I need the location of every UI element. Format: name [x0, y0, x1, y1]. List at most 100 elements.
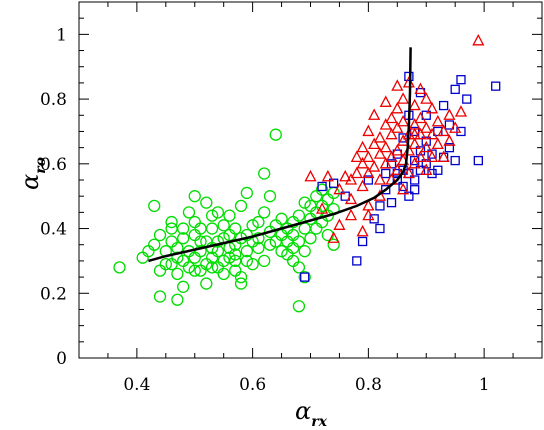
triangle-point	[431, 137, 444, 150]
circle-point	[275, 212, 288, 225]
circle-point	[286, 254, 300, 268]
triangle-point	[431, 114, 444, 127]
y-tick-label: 0.8	[40, 90, 67, 110]
circle-point	[298, 196, 311, 209]
triangle-point	[385, 127, 398, 140]
triangle-point	[344, 208, 358, 221]
circle-point	[205, 261, 219, 274]
triangle-point	[379, 95, 392, 107]
triangle-point	[443, 108, 456, 120]
x-axis-label-sub: rx	[311, 414, 327, 430]
square-point	[450, 84, 460, 95]
circle-point	[136, 251, 149, 264]
square-point	[404, 71, 414, 82]
triangle-point	[420, 92, 433, 104]
circle-point	[258, 206, 271, 219]
data-points	[113, 33, 501, 313]
circle-point	[286, 228, 300, 242]
triangle-point	[408, 127, 421, 140]
triangle-point	[443, 134, 456, 146]
circle-point	[263, 190, 277, 203]
square-point	[415, 146, 426, 156]
circle-point	[292, 261, 306, 274]
square-point	[328, 178, 339, 188]
circle-point	[240, 245, 253, 258]
square-point	[363, 175, 374, 185]
circle-point	[292, 209, 306, 222]
triangle-point	[437, 150, 450, 162]
circle-point	[153, 264, 167, 277]
square-point	[456, 75, 466, 85]
square-point	[410, 155, 420, 166]
circle-point	[188, 264, 201, 277]
triangle-point	[344, 173, 358, 185]
square-point	[386, 159, 397, 169]
triangle-point	[385, 150, 398, 162]
triangle-point	[356, 140, 369, 153]
triangle-point	[425, 127, 439, 140]
triangle-point	[414, 150, 427, 162]
triangle-point	[385, 111, 398, 124]
circle-point	[310, 222, 323, 235]
circle-point	[200, 196, 213, 209]
triangle-point	[350, 150, 363, 162]
square-point	[398, 181, 408, 192]
triangle-point	[327, 231, 340, 243]
circle-point	[182, 261, 196, 274]
circle-point	[246, 257, 259, 271]
square-point	[381, 185, 391, 195]
triangle-point	[414, 82, 427, 95]
triangle-point	[321, 169, 334, 182]
circle-point	[240, 186, 253, 200]
triangle-point	[425, 101, 439, 114]
circle-point	[292, 300, 306, 313]
y-axis-label: αro	[16, 157, 49, 190]
triangle-point	[373, 131, 387, 143]
y-tick-label: 1	[56, 25, 67, 45]
circle-point	[165, 222, 178, 235]
x-tick-label: 1	[479, 375, 490, 395]
x-tick-label: 0.8	[355, 375, 382, 395]
circle-point	[229, 248, 242, 261]
circle-point	[113, 261, 126, 274]
triangle-point	[472, 33, 485, 46]
circle-point	[240, 254, 253, 268]
triangle-point	[391, 121, 404, 133]
y-tick-label: 0	[56, 349, 67, 369]
circle-point	[252, 215, 265, 229]
triangle-point	[315, 202, 329, 214]
square-point	[352, 256, 362, 266]
triangle-point	[425, 150, 439, 162]
triangle-point	[368, 137, 381, 150]
square-point	[381, 168, 391, 179]
x-axis-label-main: α	[295, 397, 311, 425]
triangle-point	[402, 166, 415, 179]
triangle-point	[408, 137, 421, 150]
circle-point	[315, 183, 329, 196]
circle-point	[304, 232, 317, 245]
trend-curve	[148, 47, 412, 263]
y-tick-label: 0.6	[40, 155, 67, 175]
triangle-point	[362, 166, 375, 179]
square-point	[415, 165, 426, 175]
circle-point	[234, 277, 248, 290]
circle-point	[263, 238, 277, 251]
y-tick-label: 0.2	[40, 284, 67, 304]
circle-point	[275, 228, 288, 242]
tick-labels: 0.4 0.6 0.8 1 0 0.2 0.4 0.6 0.8 1	[40, 25, 490, 395]
circle-point	[298, 222, 311, 235]
square-point	[404, 191, 414, 201]
square-point	[456, 126, 466, 137]
circle-point	[171, 267, 184, 281]
triangle-point	[379, 140, 392, 153]
circle-point	[142, 245, 155, 258]
triangle-point	[408, 98, 421, 111]
triangle-point	[373, 173, 387, 185]
triangle-point	[368, 108, 381, 120]
circle-point	[211, 245, 225, 258]
square-point	[369, 214, 379, 224]
square-point	[386, 198, 397, 208]
circle-point	[292, 235, 306, 248]
triangle-point	[362, 150, 375, 162]
triangle-point	[356, 224, 369, 237]
